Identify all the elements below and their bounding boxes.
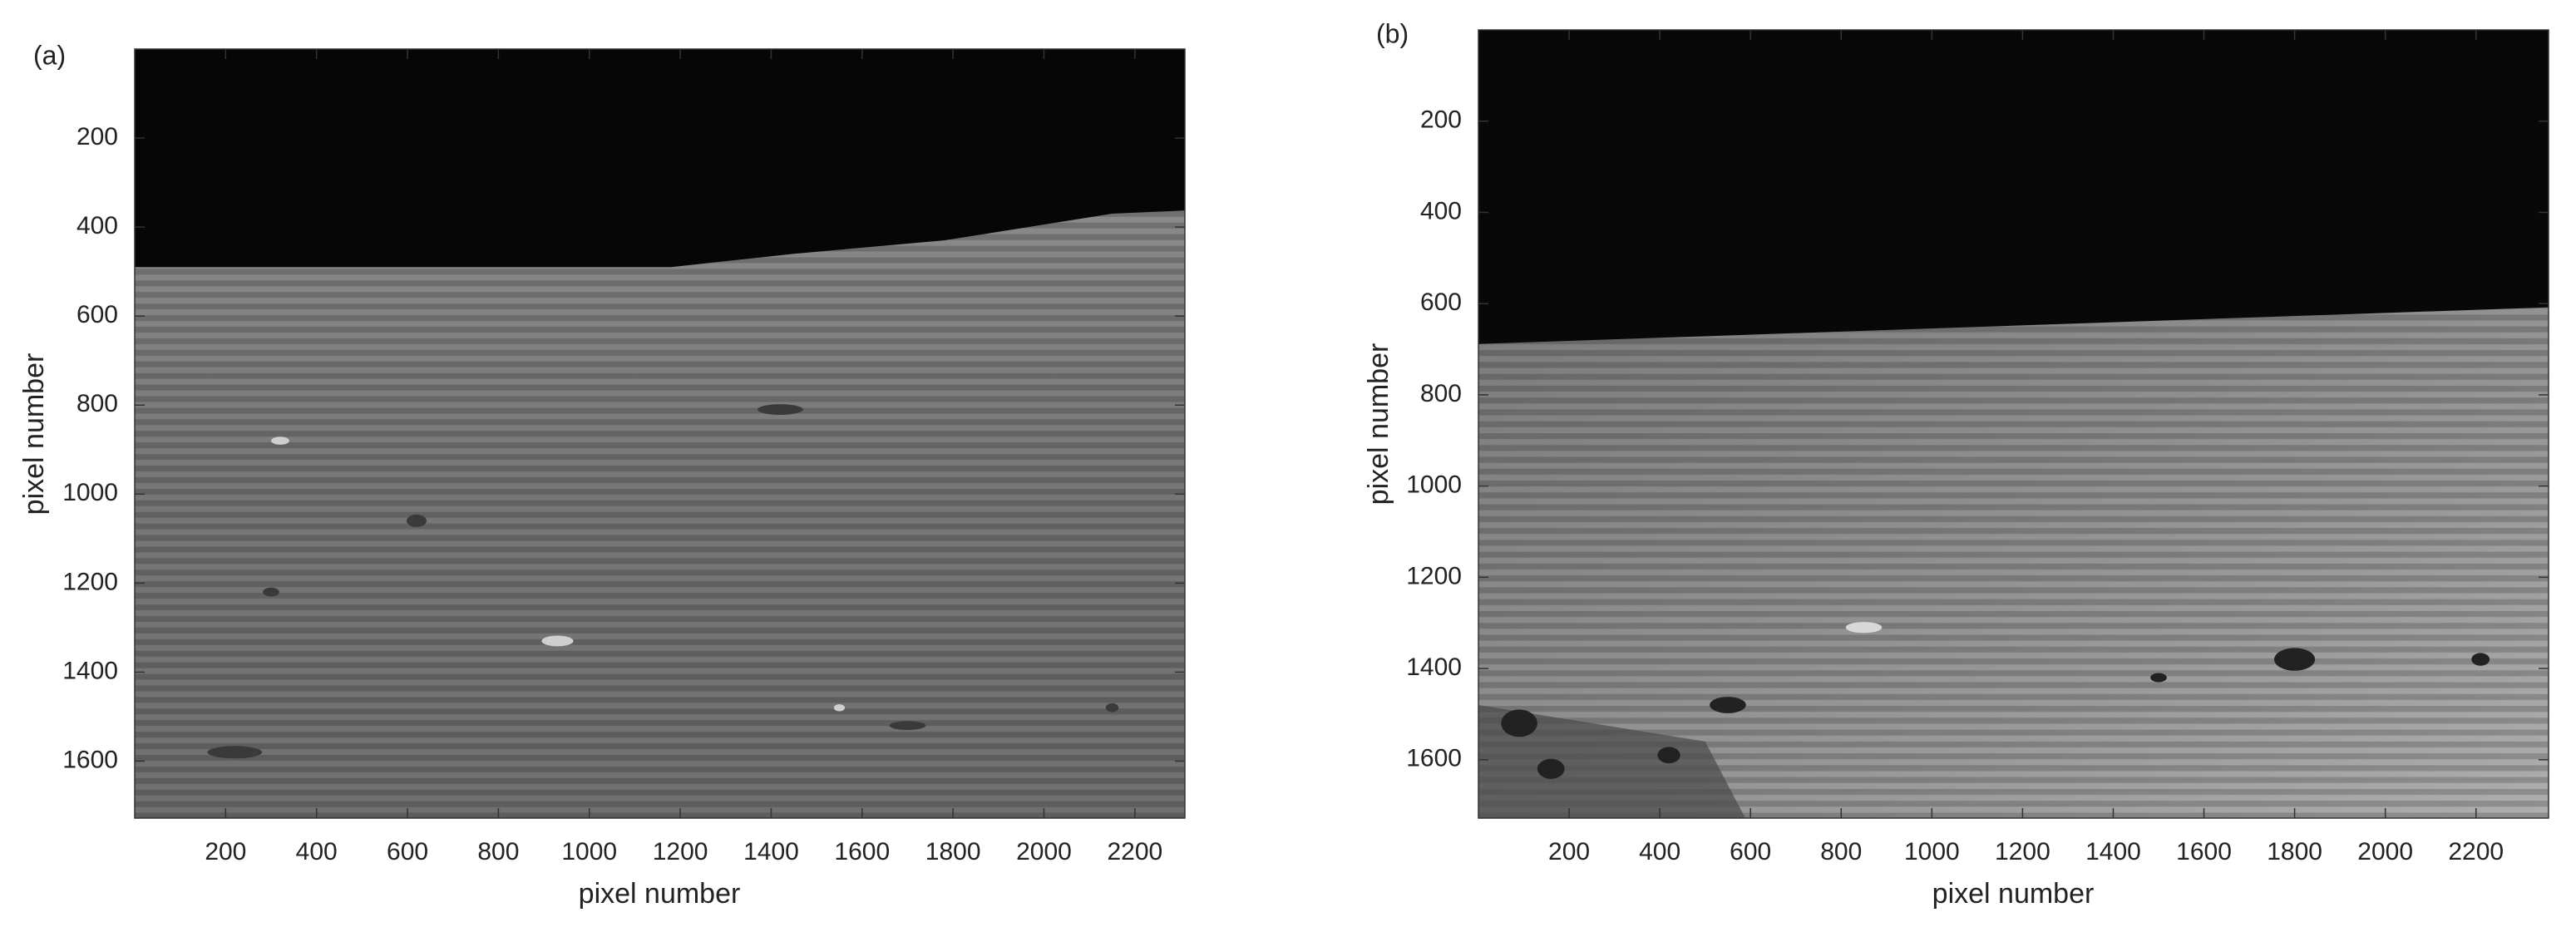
y-tick-label: 1600: [1406, 745, 1462, 772]
x-tick-label: 1200: [653, 838, 708, 865]
x-tick-label: 600: [387, 838, 428, 865]
x-tick-label: 800: [477, 838, 519, 865]
x-tick-label: 1200: [1995, 838, 2050, 865]
x-tick-label: 800: [1820, 838, 1862, 865]
x-tick-label: 2000: [1016, 838, 1072, 865]
y-tick-label: 1200: [62, 568, 118, 595]
x-tick-label: 2200: [2448, 838, 2504, 865]
y-tick-label: 1600: [62, 746, 118, 773]
y-axis-label: pixel number: [18, 353, 50, 515]
x-axis-label: pixel number: [579, 878, 741, 910]
x-tick-label: 2000: [2357, 838, 2413, 865]
x-tick-label: 200: [205, 838, 246, 865]
y-tick-label: 600: [76, 301, 118, 328]
y-tick-label: 1000: [62, 479, 118, 506]
y-axis-label: pixel number: [1363, 343, 1394, 505]
y-tick-label: 1400: [62, 657, 118, 684]
y-tick-label: 1400: [1406, 653, 1462, 681]
x-tick-label: 2200: [1107, 838, 1162, 865]
x-tick-label: 1000: [561, 838, 617, 865]
axes-frame: [1478, 29, 2549, 819]
x-tick-label: 1600: [834, 838, 890, 865]
y-tick-label: 400: [76, 212, 118, 239]
x-tick-label: 1800: [925, 838, 981, 865]
x-tick-label: 1600: [2176, 838, 2232, 865]
x-tick-label: 1400: [743, 838, 799, 865]
x-tick-label: 1000: [1904, 838, 1960, 865]
y-tick-label: 1000: [1406, 471, 1462, 499]
x-tick-label: 400: [1639, 838, 1680, 865]
image-b: [1478, 30, 2549, 818]
image-a: [135, 49, 1185, 818]
axes-frame: [134, 48, 1186, 819]
y-tick-label: 1200: [1406, 562, 1462, 589]
x-tick-label: 1400: [2085, 838, 2141, 865]
y-tick-label: 800: [1420, 380, 1462, 407]
y-tick-label: 200: [1420, 106, 1462, 134]
y-tick-label: 800: [76, 390, 118, 417]
panel-label: (b): [1376, 18, 1409, 48]
x-tick-label: 1800: [2267, 838, 2322, 865]
x-tick-label: 600: [1730, 838, 1771, 865]
x-tick-label: 200: [1548, 838, 1590, 865]
y-tick-label: 400: [1420, 197, 1462, 224]
y-tick-label: 200: [76, 123, 118, 150]
x-tick-label: 400: [296, 838, 338, 865]
panel-label: (a): [33, 40, 66, 70]
y-tick-label: 600: [1420, 288, 1462, 316]
x-axis-label: pixel number: [1932, 878, 2095, 910]
